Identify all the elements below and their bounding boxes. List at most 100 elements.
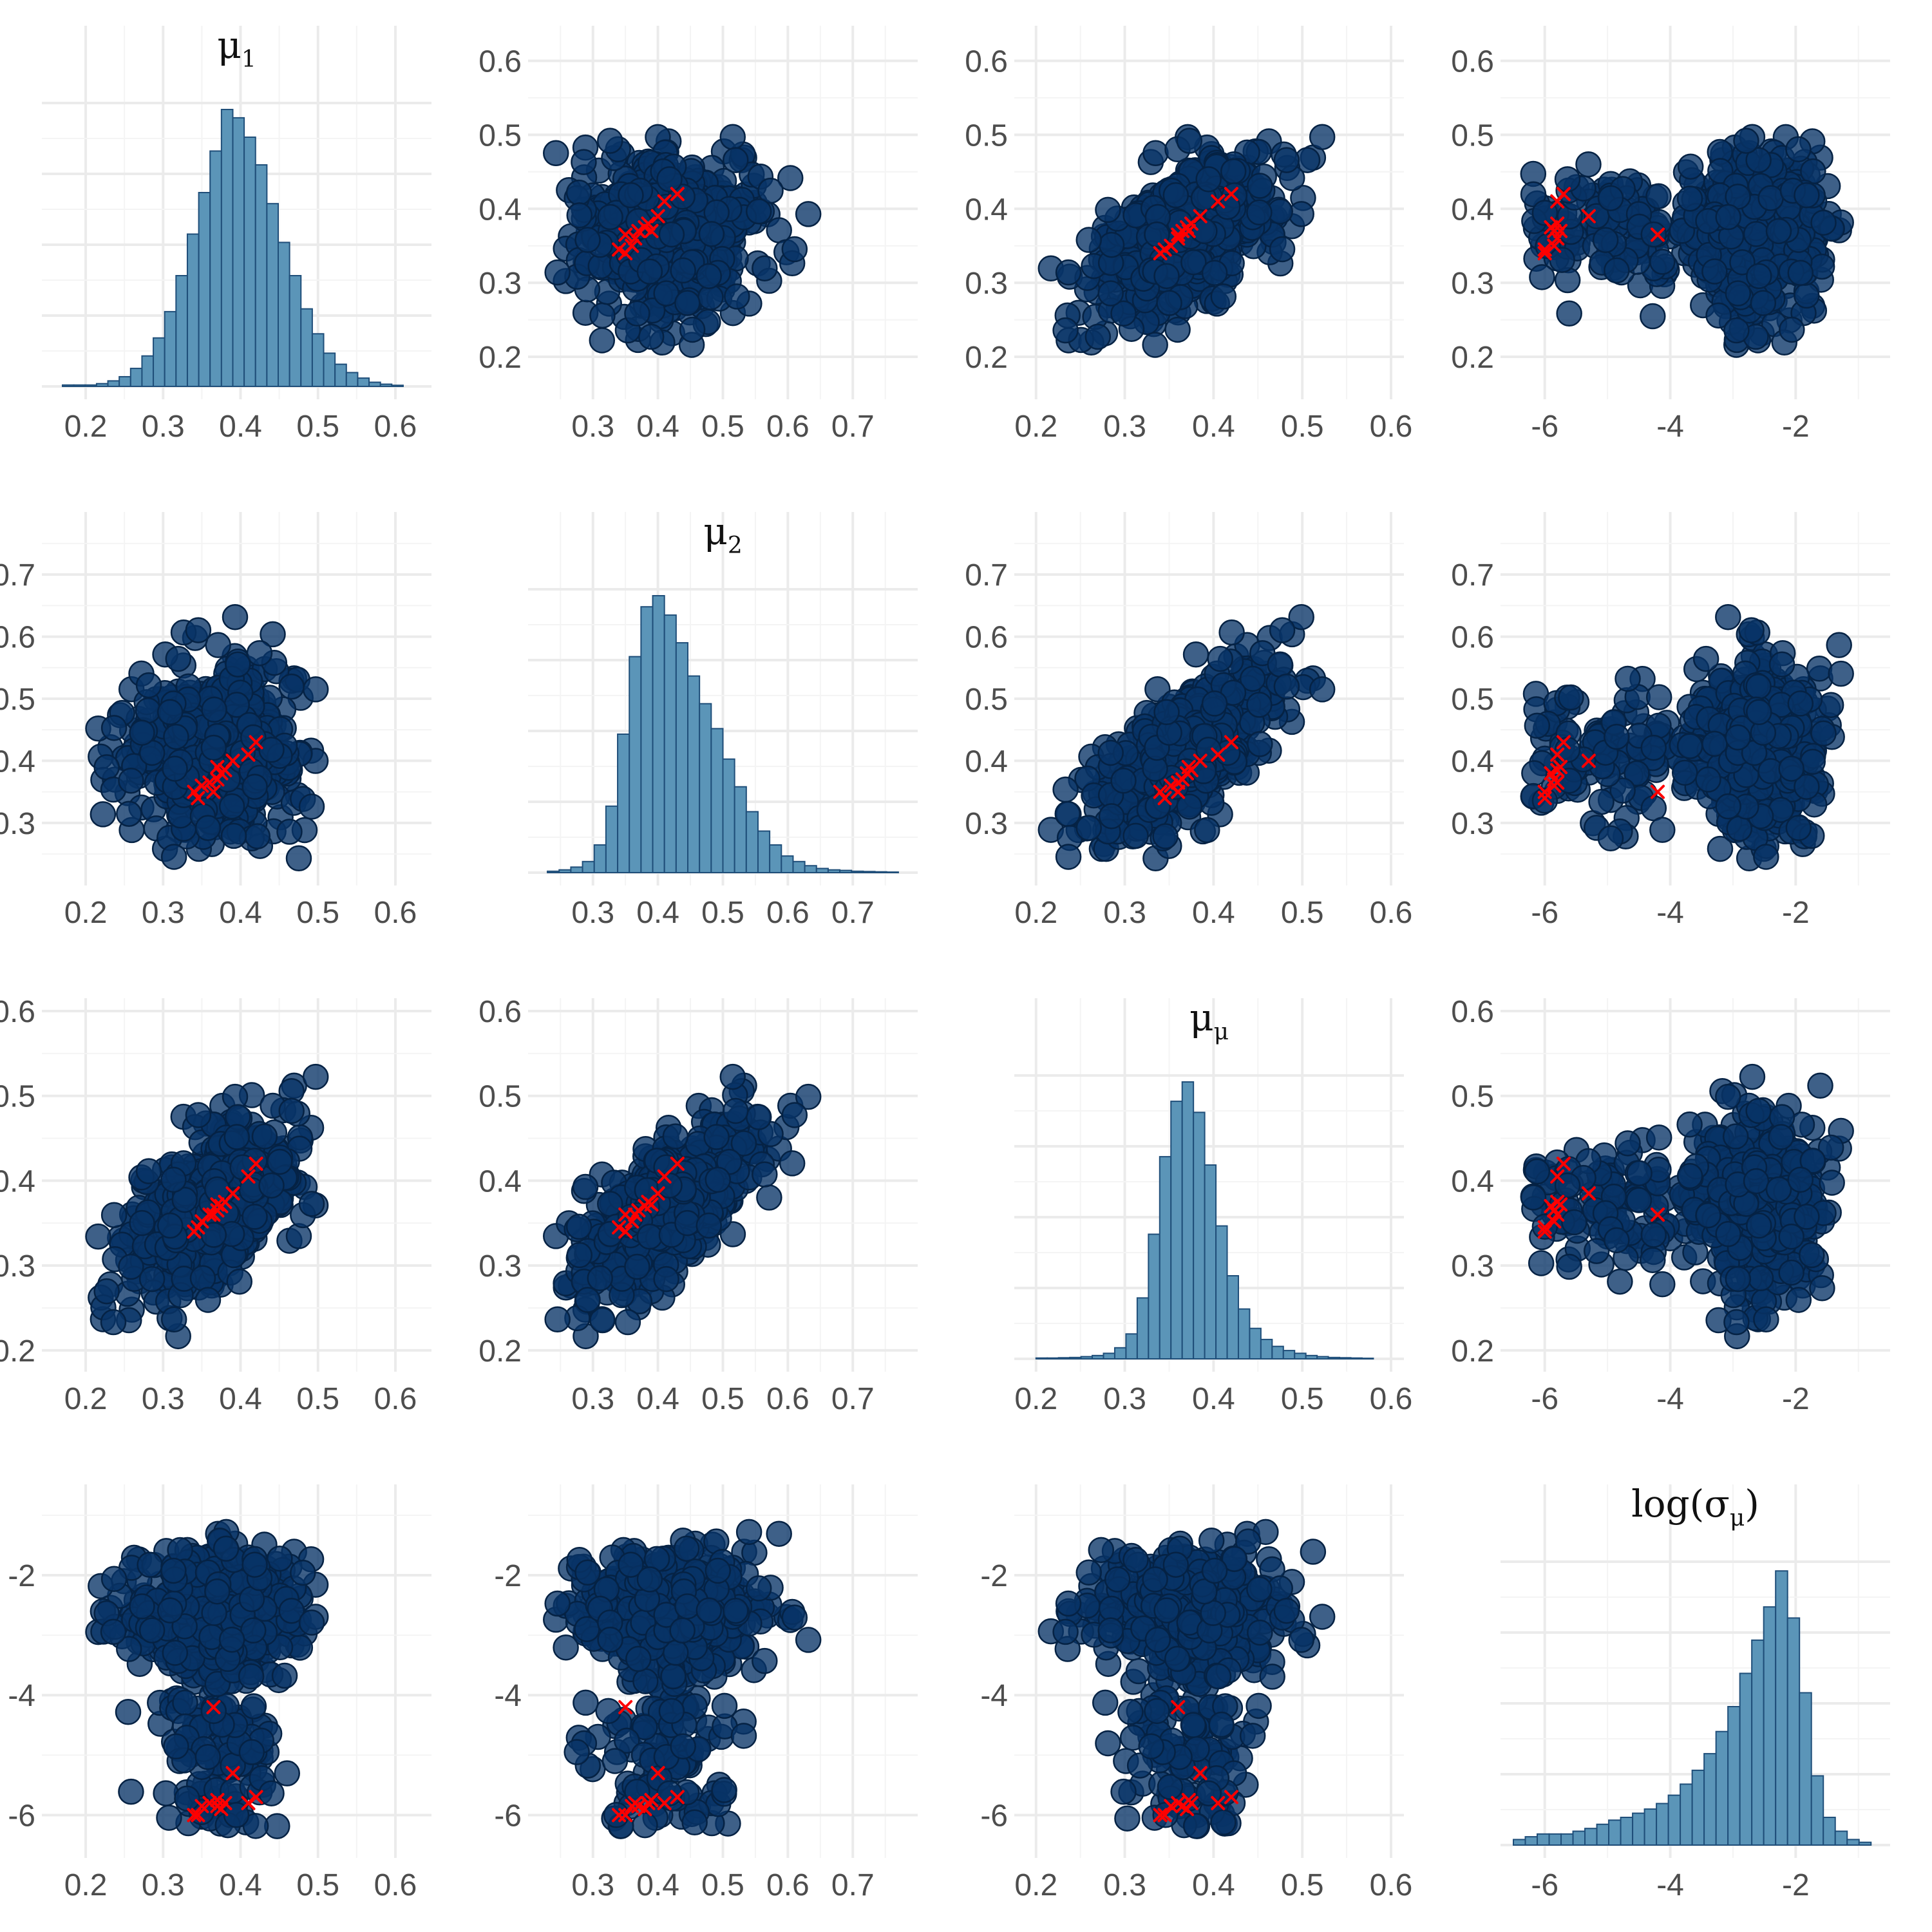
posterior-point [1640, 221, 1667, 248]
posterior-point [1052, 317, 1079, 344]
histogram-bar [862, 871, 876, 874]
y-tick-label: 0.6 [478, 44, 522, 79]
posterior-point [1194, 817, 1220, 844]
x-tick-label: -6 [1531, 896, 1558, 930]
posterior-point [656, 166, 683, 193]
y-tick-label: 0.5 [965, 683, 1008, 717]
panel-r2-c1: 0.30.40.50.60.70.2 0.3 0.4 0.5 0.6 [0, 512, 431, 930]
posterior-point [1828, 660, 1854, 687]
posterior-point [1604, 257, 1630, 284]
posterior-point [653, 280, 679, 307]
posterior-point [1110, 767, 1137, 794]
posterior-point [1645, 183, 1672, 209]
x-tick-label: 0.6 [374, 410, 417, 444]
posterior-point [1142, 332, 1168, 358]
x-tick-label: 0.4 [219, 896, 262, 930]
posterior-point [1787, 690, 1814, 717]
histogram-bar [815, 867, 829, 874]
histogram-bar [198, 192, 211, 387]
x-tick-label: 0.5 [701, 896, 744, 930]
histogram-bar [84, 384, 97, 387]
histogram-bar [769, 844, 782, 873]
posterior-point [201, 696, 227, 723]
histogram-bar [300, 308, 313, 388]
y-tick-label: 0.5 [0, 1080, 35, 1114]
posterior-point [698, 221, 725, 247]
posterior-point [1164, 316, 1191, 343]
posterior-point [752, 255, 778, 281]
posterior-point [658, 221, 685, 248]
y-tick-label: 0.5 [1451, 118, 1494, 153]
y-tick-label: 0.6 [0, 995, 35, 1029]
posterior-point [1052, 776, 1079, 803]
histogram-bar [605, 805, 619, 874]
posterior-point [1808, 253, 1835, 280]
panel-r2-c2: μ20.3 0.4 0.5 0.6 0.7 [528, 509, 918, 930]
posterior-point [1645, 684, 1672, 710]
histogram-bar [699, 703, 712, 873]
histogram-bar [379, 383, 393, 387]
posterior-point [1640, 734, 1667, 761]
red-cross-marker [625, 238, 639, 253]
posterior-point [1524, 712, 1551, 739]
x-tick-label: 0.6 [374, 896, 417, 930]
posterior-point [597, 204, 623, 231]
posterior-point [278, 673, 305, 700]
posterior-point [1794, 182, 1820, 209]
posterior-point [1162, 182, 1189, 209]
posterior-point [258, 737, 285, 763]
posterior-point [589, 302, 616, 329]
posterior-point [242, 773, 268, 800]
panel-r1-c2: 0.20.30.40.50.60.3 0.4 0.5 0.6 0.7 [478, 26, 918, 444]
x-tick-label: 0.2 [1014, 410, 1057, 444]
posterior-point [795, 201, 822, 227]
y-tick-label: 0.2 [965, 341, 1008, 375]
histogram-bar [839, 869, 853, 874]
posterior-point [1191, 218, 1218, 245]
y-tick-label: 0.3 [1451, 807, 1494, 841]
histogram-bar [357, 377, 370, 387]
histogram-bar [164, 310, 177, 387]
posterior-point [636, 258, 663, 285]
y-tick-label: 0.4 [1451, 744, 1494, 779]
posterior-point [218, 793, 245, 820]
y-tick-label: 0.3 [965, 807, 1008, 841]
histogram-bar [558, 869, 572, 873]
histogram-bar [710, 728, 724, 874]
y-tick-label: 0.6 [0, 621, 35, 655]
histogram-bar [734, 786, 747, 873]
y-tick-label: 0.7 [1451, 558, 1494, 592]
x-tick-label: 0.3 [571, 896, 614, 930]
histogram-bar [827, 869, 841, 873]
histogram-bar [232, 117, 245, 387]
cross-stroke [631, 223, 646, 238]
x-tick-label: 0.3 [142, 410, 185, 444]
posterior-point [1826, 632, 1852, 658]
x-tick-label: 0.6 [766, 410, 810, 444]
posterior-point [220, 822, 247, 849]
posterior-point [1558, 684, 1584, 711]
posterior-point [1144, 221, 1170, 248]
posterior-point [135, 697, 162, 724]
posterior-point [1701, 258, 1728, 285]
red-cross-marker [628, 231, 643, 246]
histogram-bar [209, 150, 222, 387]
posterior-point [1750, 290, 1777, 316]
posterior-point [1309, 676, 1336, 703]
histogram-bar [141, 355, 155, 388]
y-tick-label: 0.4 [1451, 193, 1494, 227]
posterior-point [1142, 140, 1169, 167]
posterior-point [100, 715, 128, 741]
x-tick-label: 0.5 [701, 410, 744, 444]
posterior-point [722, 147, 749, 173]
posterior-point [1677, 153, 1704, 180]
posterior-point [1176, 128, 1203, 154]
posterior-point [674, 290, 701, 316]
posterior-point [597, 128, 623, 154]
posterior-point [1556, 300, 1582, 327]
panel-r1-c4: 0.20.30.40.50.6-6 -4 -2 [1451, 26, 1890, 444]
posterior-point [638, 323, 665, 350]
posterior-point [1097, 280, 1124, 307]
histogram-bar [629, 656, 642, 873]
posterior-point [1182, 641, 1209, 668]
